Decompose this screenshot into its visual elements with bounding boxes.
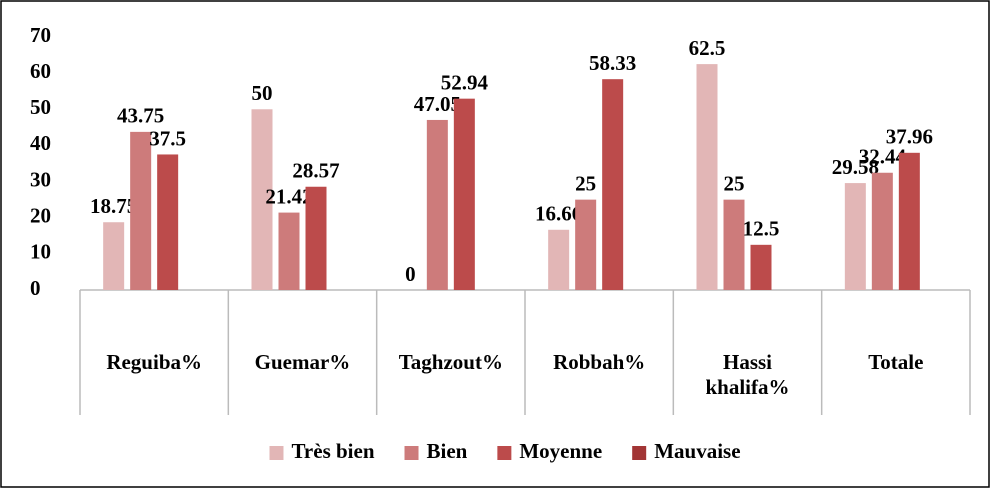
legend-label: Moyenne	[519, 439, 602, 463]
data-label: 0	[405, 262, 416, 286]
bar	[305, 186, 327, 290]
bar	[602, 79, 624, 290]
data-label: 37.5	[149, 126, 186, 150]
x-tick-label: Robbah%	[553, 350, 646, 374]
data-label: 16.66	[535, 202, 582, 226]
bar	[844, 183, 866, 290]
data-label: 29.58	[832, 155, 879, 179]
data-label: 37.96	[886, 125, 933, 149]
bar	[251, 109, 273, 291]
legend: Très bien Bien Moyenne Mauvaise	[269, 439, 741, 463]
y-tick-label: 70	[30, 23, 51, 47]
data-label: 32.44	[859, 145, 907, 169]
legend-swatch	[404, 446, 419, 460]
x-tick-label-box: Guemar%	[254, 350, 351, 374]
bar	[575, 199, 597, 290]
data-label: 58.33	[589, 51, 636, 75]
x-tick-label: Guemar%	[254, 350, 351, 374]
y-tick-label: 50	[30, 95, 51, 119]
data-label: 25	[575, 171, 596, 195]
data-label: 21.42	[265, 184, 312, 208]
data-label: 12.5	[743, 217, 780, 241]
y-tick-label: 10	[30, 240, 51, 264]
bar	[871, 172, 893, 290]
bar	[548, 229, 570, 290]
bar	[157, 154, 179, 290]
x-tick-label-box: Totale	[868, 350, 924, 374]
legend-label: Bien	[427, 439, 468, 463]
x-tick-label: Totale	[868, 350, 924, 374]
x-tick-label-box: Reguiba%	[106, 350, 202, 374]
data-label: 52.94	[441, 70, 489, 94]
y-tick-label: 20	[30, 204, 51, 228]
data-label: 28.57	[292, 159, 339, 183]
data-label: 50	[252, 81, 273, 105]
legend-swatch	[269, 446, 284, 460]
legend-label: Très bien	[291, 439, 374, 463]
x-tick-label: Hassi khalifa%	[705, 350, 790, 399]
y-tick-label: 40	[30, 131, 51, 155]
x-tick-label-box: Robbah%	[553, 350, 646, 374]
bar	[453, 98, 475, 290]
x-tick-label-box: Taghzout%	[398, 350, 503, 374]
bar	[750, 244, 772, 290]
x-tick-label: Reguiba%	[106, 350, 202, 374]
legend-label: Mauvaise	[654, 439, 740, 463]
bar	[130, 131, 152, 290]
bar	[103, 222, 125, 290]
data-label: 18.75	[90, 194, 137, 218]
x-tick-label: Taghzout%	[398, 350, 503, 374]
bar	[696, 64, 718, 290]
data-label: 62.5	[689, 36, 726, 60]
x-tick-label-box: Hassi khalifa%	[705, 350, 790, 399]
bar	[426, 119, 448, 290]
y-tick-label: 60	[30, 59, 51, 83]
data-label: 47.05	[414, 92, 461, 116]
data-label: 25	[724, 171, 745, 195]
bar	[723, 199, 745, 290]
y-tick-label: 30	[30, 167, 51, 191]
data-label: 43.75	[117, 104, 164, 128]
bar	[278, 212, 300, 290]
bar	[898, 152, 920, 290]
y-tick-label: 0	[30, 276, 41, 300]
legend-swatch	[497, 446, 512, 460]
legend-swatch	[632, 446, 647, 460]
